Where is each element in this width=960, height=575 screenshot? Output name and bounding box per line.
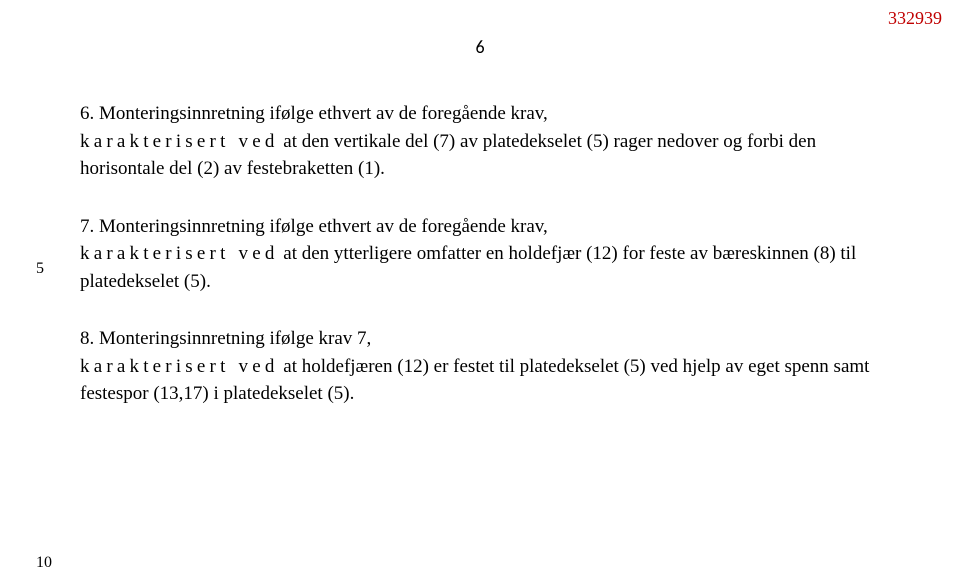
- claim-7-keyword: karakterisert ved: [80, 243, 279, 264]
- claim-6-keyword: karakterisert ved: [80, 131, 279, 152]
- claim-8: 8. Monteringsinnretning ifølge krav 7, k…: [80, 325, 900, 408]
- claim-7-lead: 7. Monteringsinnretning ifølge ethvert a…: [80, 216, 548, 237]
- line-number-10: 10: [36, 554, 52, 572]
- claim-6-lead: 6. Monteringsinnretning ifølge ethvert a…: [80, 103, 548, 124]
- header-document-id: 332939: [888, 8, 942, 29]
- claim-7: 7. Monteringsinnretning ifølge ethvert a…: [80, 213, 900, 296]
- claim-6: 6. Monteringsinnretning ifølge ethvert a…: [80, 100, 900, 183]
- page-number: 6: [475, 36, 484, 58]
- claims-body: 6. Monteringsinnretning ifølge ethvert a…: [80, 100, 900, 438]
- line-number-5: 5: [36, 260, 44, 278]
- claim-8-keyword: karakterisert ved: [80, 356, 279, 377]
- claim-8-lead: 8. Monteringsinnretning ifølge krav 7,: [80, 328, 371, 349]
